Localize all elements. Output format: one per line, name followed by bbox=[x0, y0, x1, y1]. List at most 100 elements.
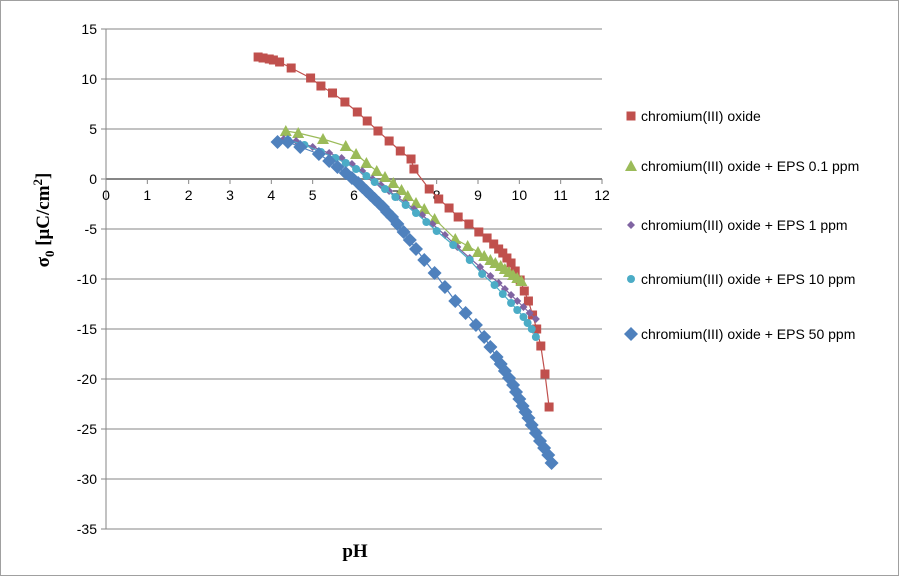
series-1-point bbox=[544, 402, 554, 412]
series-2-point bbox=[401, 190, 414, 201]
series-2-point bbox=[370, 165, 383, 176]
series-3-point bbox=[531, 315, 540, 323]
legend-item-2: chromium(III) oxide + EPS 0.1 ppm bbox=[625, 158, 859, 174]
x-tick-label: 6 bbox=[350, 187, 358, 203]
series-5-point bbox=[270, 135, 285, 149]
series-3-point bbox=[486, 272, 495, 280]
series-1-point bbox=[519, 286, 529, 296]
series-4-point bbox=[412, 209, 420, 217]
series-1-point bbox=[532, 324, 542, 334]
series-4-point bbox=[498, 290, 507, 298]
series-2 bbox=[279, 125, 528, 286]
y-tick-label: 5 bbox=[89, 121, 97, 137]
series-5-point bbox=[458, 306, 473, 320]
legend-label-1: chromium(III) oxide bbox=[641, 108, 761, 124]
series-5-point bbox=[330, 160, 345, 174]
y-tick-label: 0 bbox=[89, 171, 97, 187]
series-1-point bbox=[406, 154, 416, 164]
series-1-point bbox=[453, 212, 463, 222]
series-1-point bbox=[510, 266, 520, 276]
y-axis-title: σ0 [μC/cm2] bbox=[30, 173, 57, 268]
series-1-point bbox=[384, 136, 394, 146]
y-axis-subscript: 0 bbox=[42, 251, 57, 258]
series-1-point bbox=[464, 219, 474, 229]
series-4-point bbox=[381, 185, 389, 193]
series-3-point bbox=[519, 303, 528, 311]
x-tick-label: 3 bbox=[226, 187, 234, 203]
series-5-point bbox=[437, 280, 452, 294]
series-4-point bbox=[449, 241, 458, 249]
series-1-point bbox=[340, 97, 350, 107]
legend-item-5: chromium(III) oxide + EPS 50 ppm bbox=[624, 326, 855, 342]
y-tick-label: -5 bbox=[85, 221, 98, 237]
y-tick-label: -35 bbox=[77, 521, 97, 537]
grid bbox=[106, 28, 602, 530]
series-4-point bbox=[362, 172, 371, 180]
axes: 151050-5-10-15-20-25-30-3501234567891011… bbox=[77, 21, 610, 537]
series-2-point bbox=[317, 133, 329, 144]
series-2-point bbox=[478, 250, 491, 261]
series-4-point bbox=[391, 193, 400, 201]
y-tick-label: -25 bbox=[77, 421, 97, 437]
y-tick-label: -30 bbox=[77, 471, 97, 487]
x-axis-title: pH bbox=[342, 541, 368, 562]
legend-label-4: chromium(III) oxide + EPS 10 ppm bbox=[641, 271, 855, 287]
series-2-point bbox=[418, 203, 431, 214]
series-4-point bbox=[478, 270, 487, 278]
series-1-point bbox=[328, 88, 338, 98]
series-1-point bbox=[275, 57, 285, 67]
series-4-point bbox=[341, 159, 350, 167]
series-2-point bbox=[360, 157, 373, 168]
series-5-point bbox=[417, 253, 432, 267]
x-tick-label: 12 bbox=[594, 187, 610, 203]
x-tick-label: 0 bbox=[102, 187, 110, 203]
series-2-point bbox=[339, 140, 352, 151]
series-3-point bbox=[507, 291, 516, 299]
legend-label-2: chromium(III) oxide + EPS 0.1 ppm bbox=[641, 158, 859, 174]
series-1-point bbox=[523, 296, 533, 306]
series-5-point bbox=[409, 242, 423, 256]
series-4-point bbox=[523, 319, 532, 327]
series-5-point bbox=[477, 330, 492, 344]
legend-label-3: chromium(III) oxide + EPS 1 ppm bbox=[641, 217, 848, 233]
series-1-point bbox=[316, 81, 326, 91]
series-4-point bbox=[527, 325, 536, 333]
data-series bbox=[253, 52, 559, 470]
series-5 bbox=[270, 135, 559, 470]
series-3-point bbox=[525, 309, 534, 317]
series-5-point bbox=[544, 456, 559, 470]
series-1-point bbox=[434, 194, 444, 204]
series-4-point bbox=[531, 333, 540, 341]
series-2-point bbox=[461, 240, 474, 251]
series-3-point bbox=[513, 297, 522, 305]
series-4-point bbox=[465, 256, 474, 264]
series-5-point bbox=[402, 233, 417, 247]
legend-marker-5 bbox=[624, 327, 638, 341]
series-1 bbox=[253, 52, 554, 412]
series-5-point bbox=[390, 217, 405, 231]
legend-item-3: chromium(III) oxide + EPS 1 ppm bbox=[627, 217, 848, 233]
legend-marker-2 bbox=[625, 160, 637, 171]
series-1-point bbox=[362, 116, 372, 126]
series-5-point bbox=[468, 318, 483, 332]
series-2-point bbox=[387, 177, 400, 188]
series-1-point bbox=[286, 63, 296, 73]
series-1-point bbox=[489, 239, 499, 249]
series-4-point bbox=[370, 178, 379, 186]
legend-label-5: chromium(III) oxide + EPS 50 ppm bbox=[641, 326, 855, 342]
y-tick-label: -15 bbox=[77, 321, 97, 337]
x-tick-label: 10 bbox=[512, 187, 528, 203]
series-5-point bbox=[322, 154, 337, 168]
y-axis-superscript: 2 bbox=[30, 179, 45, 186]
series-4-point bbox=[401, 201, 410, 209]
series-4-point bbox=[513, 306, 522, 314]
series-2-point bbox=[292, 127, 305, 138]
y-tick-label: 15 bbox=[81, 21, 97, 37]
series-5-point bbox=[483, 340, 498, 354]
legend-marker-4 bbox=[627, 275, 635, 283]
series-1-point bbox=[253, 52, 263, 62]
series-4-point bbox=[422, 218, 431, 226]
y-axis-symbol: σ bbox=[33, 256, 54, 267]
